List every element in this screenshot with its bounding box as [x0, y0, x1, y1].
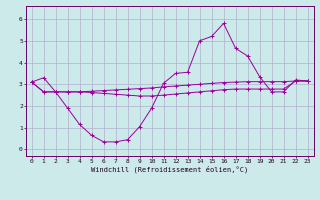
X-axis label: Windchill (Refroidissement éolien,°C): Windchill (Refroidissement éolien,°C): [91, 165, 248, 173]
